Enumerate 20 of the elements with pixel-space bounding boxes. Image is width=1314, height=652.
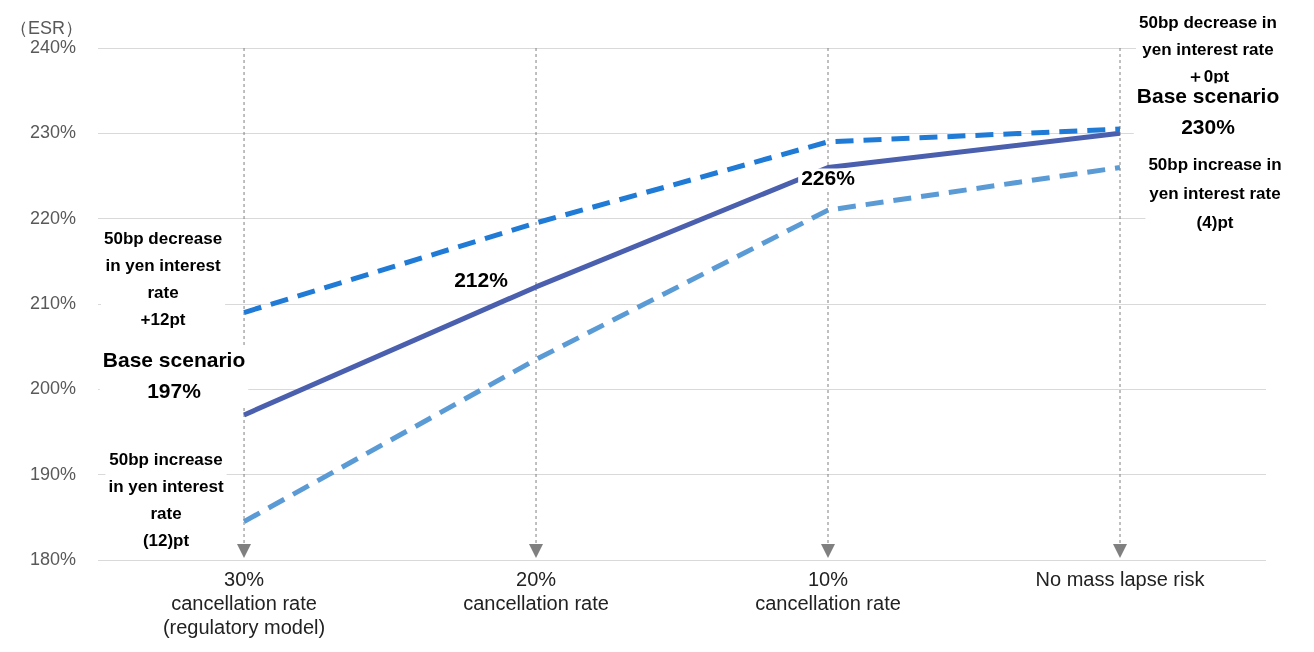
annotation: 226%	[801, 166, 856, 190]
x-tick-label: 20% cancellation rate	[463, 567, 609, 614]
annotation: Base scenario 197%	[102, 348, 246, 403]
annotation: 50bp increase in yen interest rate (12)pt	[108, 449, 224, 550]
x-tick-label: 30% cancellation rate (regulatory model)	[162, 567, 326, 638]
annotation: Base scenario 230%	[1136, 83, 1280, 138]
x-tick-label: 10% cancellation rate	[755, 567, 901, 614]
y-axis-title: （ESR）	[10, 17, 84, 38]
y-tick-label: 200%	[29, 378, 77, 399]
annotation: 212%	[454, 267, 509, 291]
y-tick-label: 240%	[29, 36, 77, 57]
annotation: 50bp decrease in yen interest rate +12pt	[103, 228, 223, 329]
annotation: 50bp increase in yen interest rate (4)pt	[1148, 155, 1282, 233]
x-tick-label: No mass lapse risk	[1035, 567, 1206, 590]
y-tick-label: 230%	[29, 122, 77, 143]
y-tick-label: 180%	[29, 548, 77, 569]
y-tick-label: 220%	[29, 207, 77, 228]
annotation: 50bp decrease in yen interest rate ＋0pt	[1139, 12, 1277, 86]
y-tick-label: 210%	[29, 292, 77, 313]
y-tick-label: 190%	[29, 463, 77, 484]
